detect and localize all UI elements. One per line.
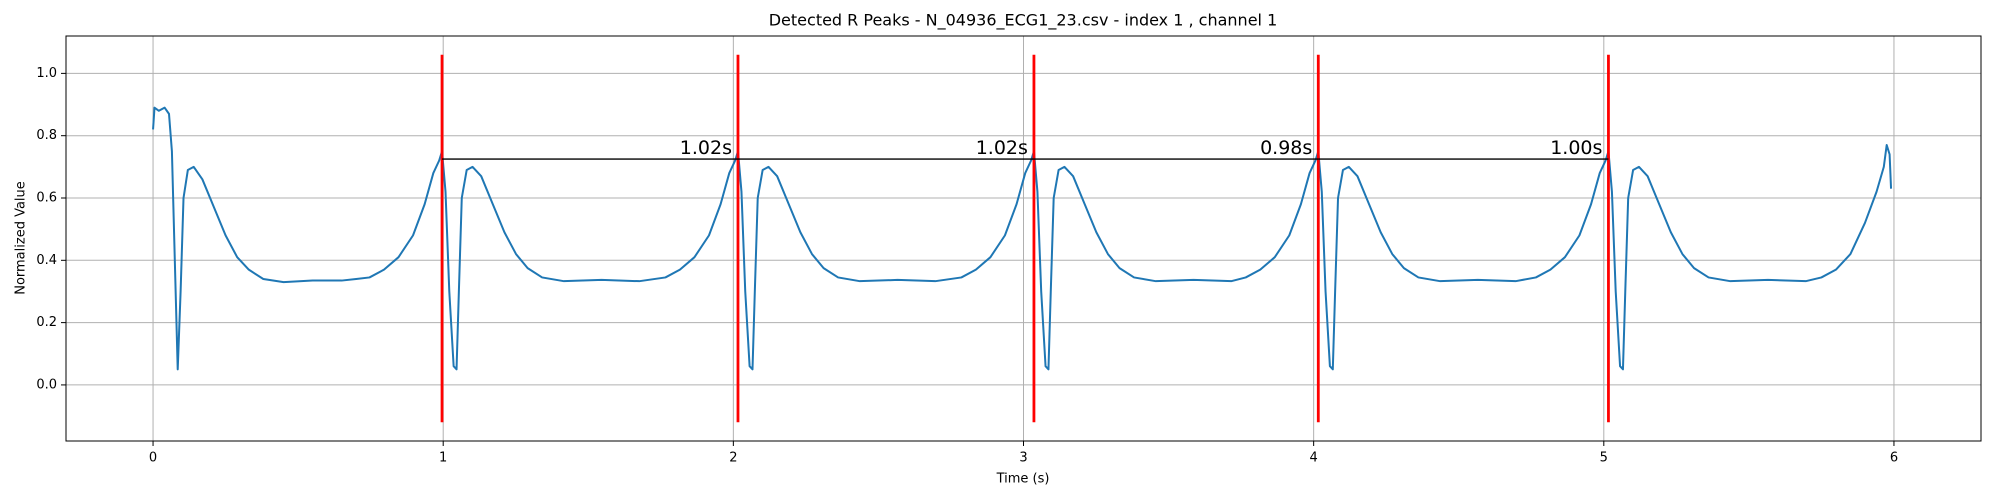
- plot-frame: [65, 35, 1982, 442]
- y-axis-label: Normalized Value: [14, 181, 29, 295]
- y-tick-label: 0.2: [36, 315, 57, 330]
- x-axis-label: Time (s): [996, 472, 1050, 487]
- interval-label: 1.00s: [1550, 137, 1602, 159]
- x-tick-label: 5: [1600, 451, 1608, 466]
- chart-title: Detected R Peaks - N_04936_ECG1_23.csv -…: [769, 11, 1278, 31]
- x-tick-label: 4: [1310, 451, 1318, 466]
- x-tick-label: 6: [1890, 451, 1898, 466]
- x-tick-label: 0: [149, 451, 157, 466]
- y-tick-label: 0.0: [36, 377, 57, 392]
- x-tick-label: 3: [1019, 451, 1027, 466]
- y-tick-label: 0.4: [36, 253, 57, 268]
- x-tick-label: 2: [729, 451, 737, 466]
- interval-label: 1.02s: [976, 137, 1028, 159]
- y-tick-label: 1.0: [36, 66, 57, 81]
- y-tick-label: 0.6: [36, 191, 57, 206]
- interval-label: 1.02s: [680, 137, 732, 159]
- x-tick-label: 1: [439, 451, 447, 466]
- y-tick-label: 0.8: [36, 128, 57, 143]
- interval-label: 0.98s: [1260, 137, 1312, 159]
